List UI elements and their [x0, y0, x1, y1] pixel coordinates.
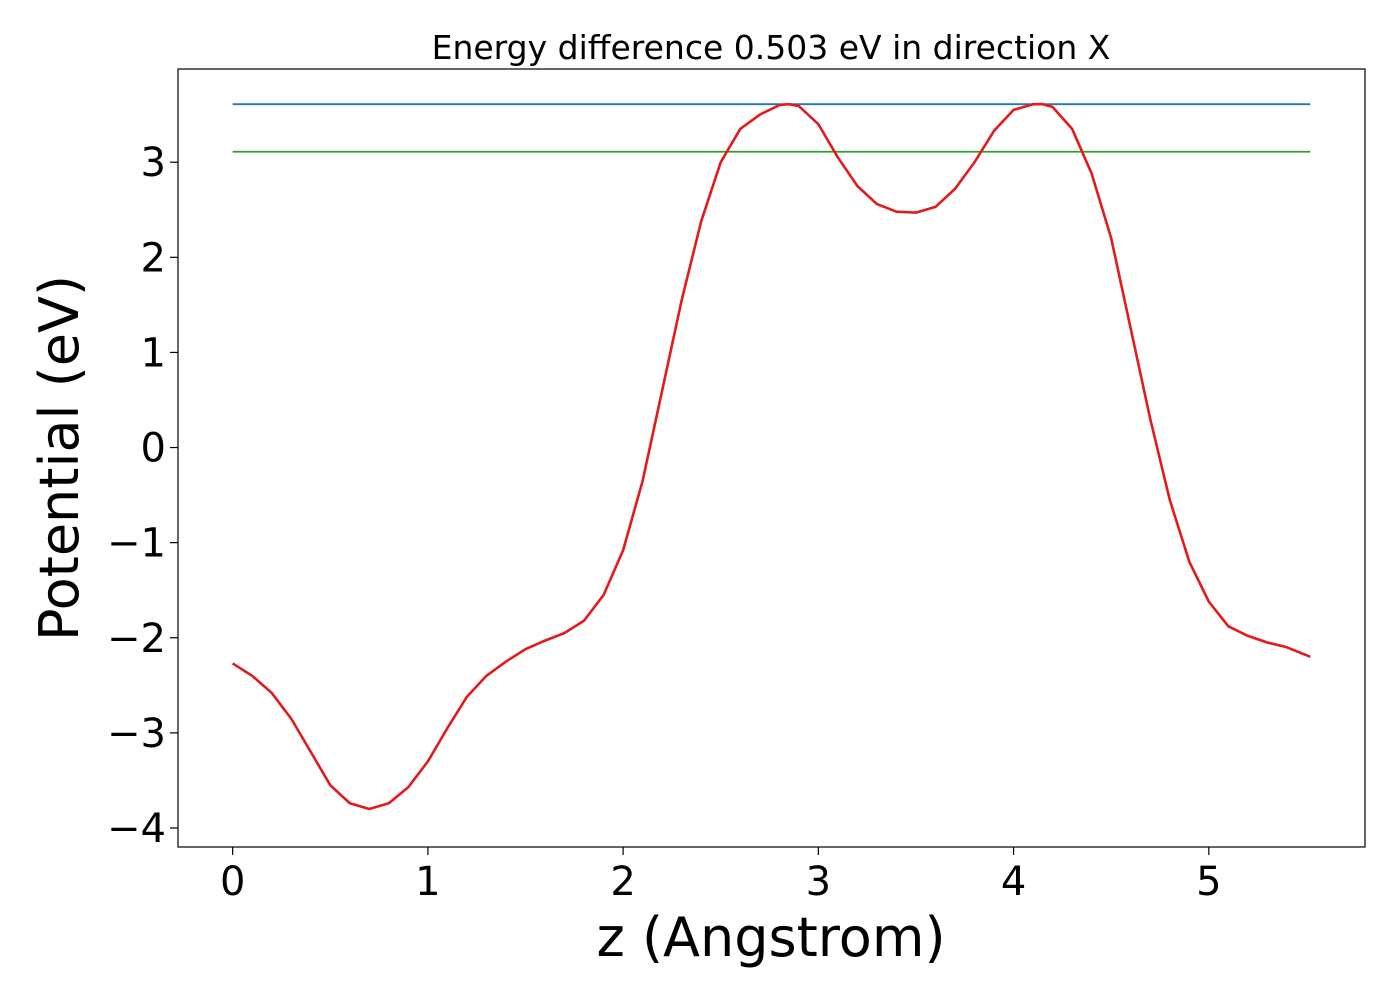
plot-frame — [177, 68, 1366, 848]
x-tick-label: 1 — [415, 859, 440, 905]
series-line-3 — [231, 102, 1311, 811]
y-tick-label: 3 — [141, 140, 166, 186]
x-tick-label: 5 — [1196, 859, 1221, 905]
x-axis-label: z (Angstrom) — [596, 906, 945, 969]
y-tick-label: −3 — [107, 711, 166, 757]
y-tick-label: −1 — [107, 521, 166, 567]
y-tick-label: 1 — [141, 330, 166, 376]
y-axis-ticks: −4 −3 −2 −1 0 1 2 3 — [107, 140, 178, 852]
y-tick-label: −4 — [107, 806, 166, 852]
x-tick-label: 3 — [806, 859, 831, 905]
x-axis-ticks: 0 1 2 3 4 5 — [220, 847, 1222, 905]
x-tick-label: 4 — [1001, 859, 1026, 905]
x-tick-label: 0 — [220, 859, 245, 905]
x-tick-label: 2 — [610, 859, 635, 905]
plot-layer — [231, 102, 1311, 811]
y-tick-label: 0 — [141, 426, 166, 472]
y-tick-label: 2 — [141, 235, 166, 281]
y-tick-label: −2 — [107, 616, 166, 662]
chart-title: Energy difference 0.503 eV in direction … — [432, 28, 1111, 67]
y-axis-label: Potential (eV) — [28, 275, 91, 641]
